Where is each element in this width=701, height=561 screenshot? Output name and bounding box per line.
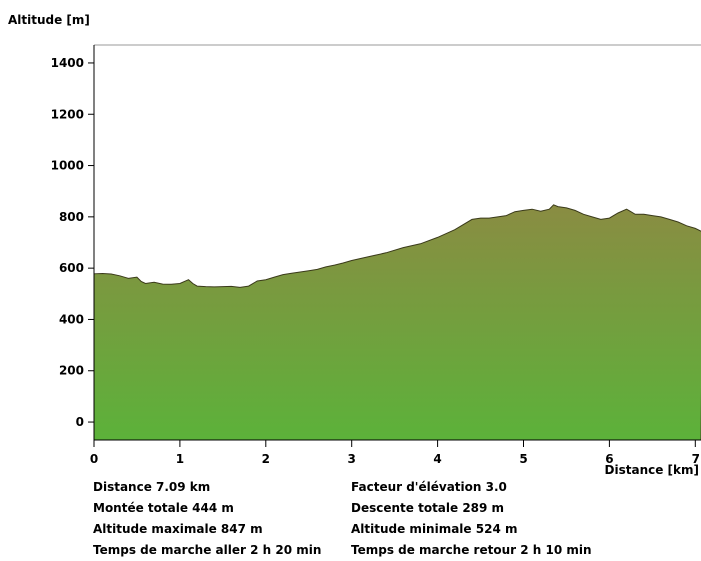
y-axis-title: Altitude [m] xyxy=(8,13,90,27)
y-ticks: 0 200 400 600 800 1000 1200 1400 xyxy=(51,56,94,429)
x-ticks: 0 1 2 3 4 5 6 7 xyxy=(90,440,700,466)
y-tick-label: 1200 xyxy=(51,107,84,121)
y-tick-label: 600 xyxy=(59,261,84,275)
stats-right: Facteur d'élévation 3.0 Descente totale … xyxy=(351,477,592,561)
y-tick-label: 200 xyxy=(59,364,84,378)
x-axis-title: Distance [km] xyxy=(604,463,699,477)
stat-max-altitude: Altitude maximale 847 m xyxy=(93,522,263,536)
stat-time-out: Temps de marche aller 2 h 20 min xyxy=(93,543,322,557)
x-tick-label: 5 xyxy=(519,452,527,466)
x-tick-label: 6 xyxy=(605,452,613,466)
stat-time-back: Temps de marche retour 2 h 10 min xyxy=(351,543,592,557)
x-tick-label: 4 xyxy=(433,452,441,466)
stat-distance: Distance 7.09 km xyxy=(93,480,211,494)
stat-min-altitude: Altitude minimale 524 m xyxy=(351,522,518,536)
y-tick-label: 1000 xyxy=(51,159,84,173)
y-tick-label: 1400 xyxy=(51,56,84,70)
stats-left: Distance 7.09 km Montée totale 444 m Alt… xyxy=(93,477,321,561)
stat-elevation-factor: Facteur d'élévation 3.0 xyxy=(351,480,507,494)
x-tick-label: 7 xyxy=(692,452,700,466)
y-tick-label: 400 xyxy=(59,312,84,326)
x-tick-label: 3 xyxy=(348,452,356,466)
x-tick-label: 0 xyxy=(90,452,98,466)
stat-ascent: Montée totale 444 m xyxy=(93,501,234,515)
elevation-chart: 0 200 400 600 800 1000 1200 1400 0 1 2 3 4 5 6 7 xyxy=(51,44,701,466)
y-tick-label: 0 xyxy=(76,415,84,429)
x-tick-label: 1 xyxy=(176,452,184,466)
elevation-area xyxy=(93,204,701,441)
stat-descent: Descente totale 289 m xyxy=(351,501,505,515)
x-tick-label: 2 xyxy=(262,452,270,466)
y-tick-label: 800 xyxy=(59,210,84,224)
